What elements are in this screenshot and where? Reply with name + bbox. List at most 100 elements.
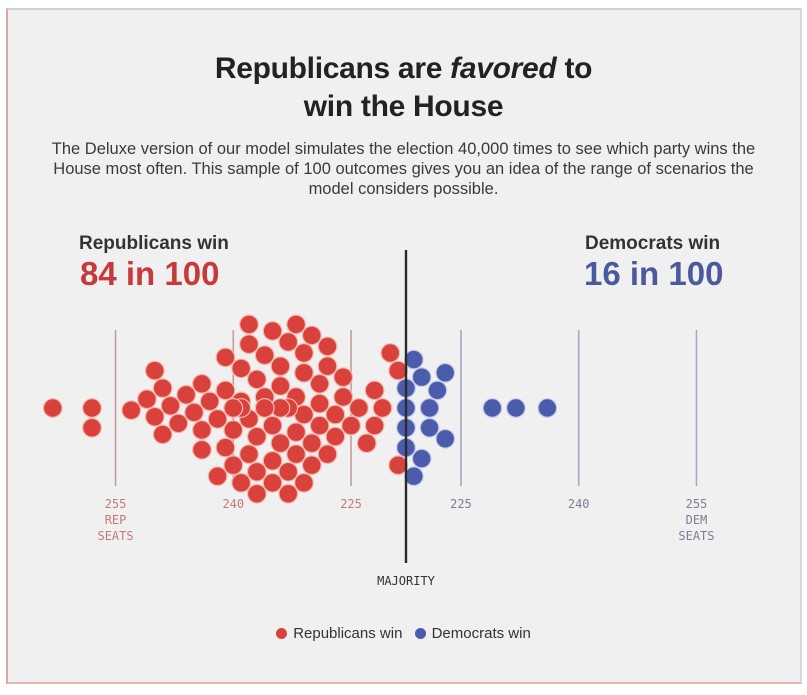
dem-outcome-dot: [411, 367, 432, 388]
rep-outcome-dot: [294, 343, 314, 363]
rep-outcome-dot: [246, 369, 267, 390]
rep-outcome-dot: [286, 314, 307, 335]
rep-outcome-dot: [223, 455, 244, 476]
rep-outcome-dot: [317, 444, 338, 465]
title-part: Republicans are: [214, 52, 451, 85]
rep-outcome-dot: [223, 420, 244, 440]
rep-outcome-dot: [349, 398, 369, 418]
dem-outcome-dot: [482, 398, 503, 418]
rep-outcome-dot: [223, 398, 244, 418]
rep-outcome-dot: [246, 483, 267, 504]
dem-outcome-dot: [435, 428, 456, 449]
rep-outcome-dot: [325, 404, 346, 425]
chart-title: Republicans are favored to win the House: [0, 50, 807, 126]
rep-outcome-dot: [246, 461, 267, 482]
rep-outcome-dot: [270, 356, 291, 377]
rep-outcome-dot: [309, 373, 330, 394]
rep-outcome-dot: [286, 422, 307, 443]
title-part: to: [556, 52, 593, 85]
rep-outcome-dot: [82, 417, 102, 438]
tick-label-dem-240: 240: [568, 497, 590, 511]
rep-outcome-dot: [215, 437, 236, 458]
rep-outcome-dot: [121, 400, 142, 421]
rep-outcome-dot: [317, 356, 338, 377]
rep-outcome-dot: [152, 378, 173, 399]
rep-outcome-dot: [176, 384, 197, 405]
dem-outcome-dot: [403, 349, 424, 370]
rep-outcome-dot: [231, 358, 252, 379]
rep-outcome-dot: [137, 389, 157, 410]
dem-outcome-dot: [403, 466, 424, 487]
dem-outcome-dot: [427, 380, 448, 401]
rep-outcome-dot: [82, 398, 102, 418]
rep-outcome-dot: [278, 461, 299, 482]
rep-outcome-dot: [262, 321, 283, 341]
rep-outcome-dot: [207, 466, 228, 487]
rep-outcome-dot: [364, 415, 385, 436]
dem-outcome-dot: [419, 417, 440, 438]
majority-label: MAJORITY: [377, 574, 436, 588]
dem-outcome-dot: [435, 362, 456, 383]
rep-outcome-dot: [278, 332, 299, 352]
tick-label-rep-225: 225: [340, 497, 362, 511]
rep-outcome-dot: [333, 387, 354, 407]
chart-subtitle: The Deluxe version of our model simulate…: [51, 140, 756, 198]
rep-outcome-dot: [184, 402, 204, 423]
rep-outcome-dot: [152, 424, 173, 445]
tick-label-dem-255: 255: [686, 497, 708, 511]
rep-outcome-dot: [286, 444, 307, 465]
tick-label-rep-255: SEATS: [97, 529, 133, 543]
dem-outcome-dot: [419, 398, 440, 418]
dem-outcome-dot: [537, 398, 558, 418]
rep-outcome-dot: [191, 373, 212, 394]
rep-outcome-dot: [42, 398, 63, 418]
rep-outcome-dot: [199, 391, 220, 412]
tick-label-dem-225: 225: [450, 497, 472, 511]
rep-outcome-dot: [207, 409, 228, 429]
rep-outcome-dot: [191, 420, 212, 440]
rep-outcome-dot: [239, 314, 259, 335]
legend-item-rep: Republicans win: [276, 625, 402, 642]
rep-outcome-dot: [231, 472, 252, 493]
rep-win-count: 84 in 100: [80, 255, 220, 292]
rep-outcome-dot: [168, 413, 189, 434]
rep-outcome-dot: [341, 415, 361, 436]
rep-outcome-dot: [380, 343, 401, 363]
rep-outcome-dot: [270, 376, 291, 396]
rep-outcome-dot: [246, 426, 267, 447]
rep-outcome-dot: [309, 415, 330, 436]
legend-dem-dot-icon: [414, 628, 426, 639]
rep-outcome-dot: [191, 439, 212, 460]
title-line-2: win the House: [303, 90, 504, 123]
rep-outcome-dot: [301, 433, 322, 454]
title-emphasis: favored: [450, 52, 557, 85]
rep-outcome-dot: [278, 483, 299, 504]
rep-outcome-dot: [262, 415, 283, 436]
legend-dem-label: Democrats win: [431, 625, 531, 642]
dem-win-label: Democrats win: [585, 233, 721, 254]
dem-win-count: 16 in 100: [584, 255, 724, 292]
rep-outcome-dot: [388, 360, 409, 381]
rep-outcome-dot: [372, 398, 393, 418]
rep-outcome-dot: [239, 444, 259, 465]
rep-outcome-dot: [356, 433, 377, 454]
rep-outcome-dot: [239, 334, 259, 355]
rep-outcome-dot: [215, 380, 236, 401]
dem-outcome-dot: [411, 448, 432, 469]
rep-outcome-dot: [317, 336, 338, 357]
chart-frame: [6, 8, 802, 684]
rep-outcome-dot: [144, 360, 165, 381]
rep-outcome-dot: [262, 472, 283, 493]
tick-label-rep-240: 240: [222, 497, 244, 511]
rep-outcome-dot: [215, 347, 236, 368]
rep-outcome-dot: [294, 472, 314, 493]
rep-outcome-dot: [364, 380, 385, 401]
rep-outcome-dot: [262, 450, 283, 471]
rep-outcome-dot: [333, 367, 354, 388]
legend-rep-label: Republicans win: [293, 625, 403, 642]
rep-outcome-dot: [301, 325, 322, 346]
rep-outcome-dot: [160, 395, 181, 416]
tick-label-dem-255: SEATS: [678, 529, 714, 543]
rep-outcome-dot: [301, 455, 322, 476]
